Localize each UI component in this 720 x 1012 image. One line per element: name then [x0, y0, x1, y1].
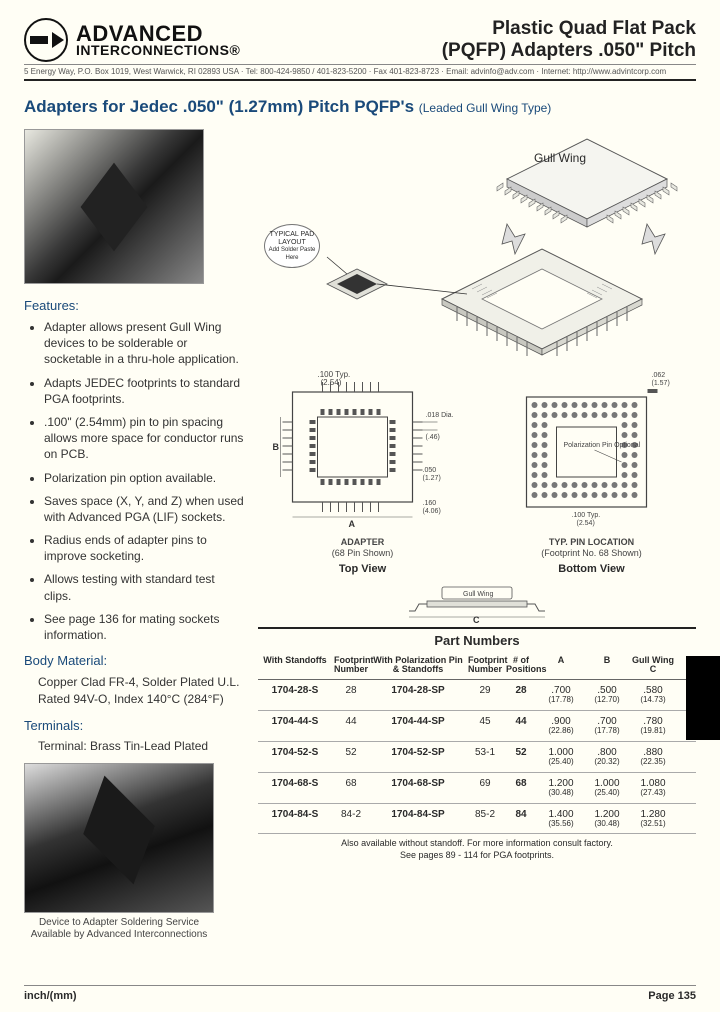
product-photo-2 — [24, 763, 214, 913]
svg-text:Polarization Pin Optional: Polarization Pin Optional — [564, 442, 641, 449]
col-header-polarization: With Polarization Pin & Standoffs — [370, 652, 466, 680]
features-list: Adapter allows present Gull Wing devices… — [24, 319, 244, 643]
col-header-footprint1: Footprint Number — [332, 652, 370, 680]
logo-line2: INTERCONNECTIONS® — [76, 44, 240, 57]
feature-item: Polarization pin option available. — [44, 470, 244, 486]
arrow-logo-icon — [24, 18, 68, 62]
gull-wing-profile: Gull Wing C — [387, 583, 567, 623]
main-content: Features: Adapter allows present Gull Wi… — [24, 129, 696, 941]
terminals-heading: Terminals: — [24, 718, 244, 733]
adapter-caption: ADAPTER (68 Pin Shown) — [258, 537, 467, 559]
feature-item: Allows testing with standard test clips. — [44, 571, 244, 603]
page-footer: inch/(mm) Page 135 — [24, 985, 696, 1002]
page-tab — [686, 656, 720, 740]
svg-text:.050: .050 — [423, 467, 437, 474]
svg-text:.018 Dia.: .018 Dia. — [426, 412, 454, 419]
contact-line: 5 Energy Way, P.O. Box 1019, West Warwic… — [24, 64, 696, 81]
table-row: 1704-44-S441704-44-SP4544.900(22.86).700… — [258, 711, 696, 742]
datasheet-page: ADVANCED INTERCONNECTIONS® Plastic Quad … — [0, 0, 720, 1012]
col-header-positions: # of Positions — [504, 652, 538, 680]
title-line2: (PQFP) Adapters .050" Pitch — [442, 40, 696, 62]
title-block: Plastic Quad Flat Pack (PQFP) Adapters .… — [442, 18, 696, 62]
footer-right: Page 135 — [648, 990, 696, 1002]
svg-text:B: B — [273, 442, 280, 452]
product-photo-1 — [24, 129, 204, 284]
table-row: 1704-28-S281704-28-SP2928.700(17.78).500… — [258, 680, 696, 711]
features-heading: Features: — [24, 298, 244, 313]
feature-item: .100" (2.54mm) pin to pin spacing allows… — [44, 414, 244, 463]
feature-item: Adapter allows present Gull Wing devices… — [44, 319, 244, 368]
left-column: Features: Adapter allows present Gull Wi… — [24, 129, 244, 941]
gull-wing-label: Gull Wing — [534, 151, 586, 165]
svg-text:Gull Wing: Gull Wing — [463, 591, 493, 598]
isometric-diagram: Gull Wing TYPICAL PAD LAYOUT Add Solder … — [258, 129, 696, 359]
logo-line1: ADVANCED — [76, 24, 240, 44]
table-note: Also available without standoff. For mor… — [258, 834, 696, 865]
table-row: 1704-52-S521704-52-SP53-1521.000(25.40).… — [258, 742, 696, 773]
col-header-a: A — [538, 652, 584, 680]
body-material-text: Copper Clad FR-4, Solder Plated U.L. Rat… — [24, 674, 244, 708]
svg-text:(1.27): (1.27) — [423, 475, 441, 482]
svg-text:A: A — [349, 519, 356, 529]
feature-item: Adapts JEDEC footprints to standard PGA … — [44, 375, 244, 407]
table-body: 1704-28-S281704-28-SP2928.700(17.78).500… — [258, 680, 696, 834]
right-column: Gull Wing TYPICAL PAD LAYOUT Add Solder … — [258, 129, 696, 941]
svg-text:.062: .062 — [652, 372, 666, 379]
feature-item: Saves space (X, Y, and Z) when used with… — [44, 493, 244, 525]
col-header-b: B — [584, 652, 630, 680]
subtitle-note: (Leaded Gull Wing Type) — [419, 101, 552, 115]
col-header-standoffs: With Standoffs — [258, 652, 332, 680]
pad-layout-title: TYPICAL PAD LAYOUT — [270, 231, 315, 246]
pad-layout-sub: Add Solder Paste Here — [269, 247, 316, 261]
pin-location-caption: TYP. PIN LOCATION (Footprint No. 68 Show… — [487, 537, 696, 559]
footer-left: inch/(mm) — [24, 990, 77, 1002]
table-title: Part Numbers — [258, 629, 696, 652]
top-view-label: Top View — [258, 563, 467, 575]
svg-text:.100 Typ.: .100 Typ. — [572, 512, 601, 519]
svg-text:(2.54): (2.54) — [577, 520, 595, 527]
svg-text:(4.06): (4.06) — [423, 508, 441, 515]
svg-text:.160: .160 — [423, 500, 437, 507]
svg-text:(.46): (.46) — [426, 434, 440, 441]
feature-item: See page 136 for mating sockets informat… — [44, 611, 244, 643]
svg-text:(1.57): (1.57) — [652, 380, 670, 387]
col-header-c: Gull Wing C — [630, 652, 676, 680]
col-header-footprint2: Footprint Number — [466, 652, 504, 680]
part-numbers-table: Part Numbers With Standoffs Footprint Nu… — [258, 627, 696, 866]
bottom-view-drawing: .062 (1.57) — [487, 367, 696, 575]
logo-block: ADVANCED INTERCONNECTIONS® — [24, 18, 240, 62]
subtitle-main: Adapters for Jedec .050" (1.27mm) Pitch … — [24, 97, 414, 116]
technical-drawings: .100 Typ. (2.54) — [258, 367, 696, 575]
service-caption: Device to Adapter Soldering Service Avai… — [24, 917, 214, 941]
svg-text:C: C — [473, 615, 480, 623]
title-line1: Plastic Quad Flat Pack — [442, 18, 696, 40]
subtitle: Adapters for Jedec .050" (1.27mm) Pitch … — [24, 97, 696, 117]
terminals-text: Terminal: Brass Tin-Lead Plated — [24, 739, 244, 753]
body-material-heading: Body Material: — [24, 653, 244, 668]
header: ADVANCED INTERCONNECTIONS® Plastic Quad … — [24, 18, 696, 62]
bottom-view-label: Bottom View — [487, 563, 696, 575]
top-view-drawing: .100 Typ. (2.54) — [258, 367, 467, 575]
table-header: With Standoffs Footprint Number With Pol… — [258, 652, 696, 681]
feature-item: Radius ends of adapter pins to improve s… — [44, 532, 244, 564]
table-row: 1704-84-S84-21704-84-SP85-2841.400(35.56… — [258, 804, 696, 835]
pad-layout-callout: TYPICAL PAD LAYOUT Add Solder Paste Here — [264, 224, 320, 268]
table-row: 1704-68-S681704-68-SP69681.200(30.48)1.0… — [258, 773, 696, 804]
